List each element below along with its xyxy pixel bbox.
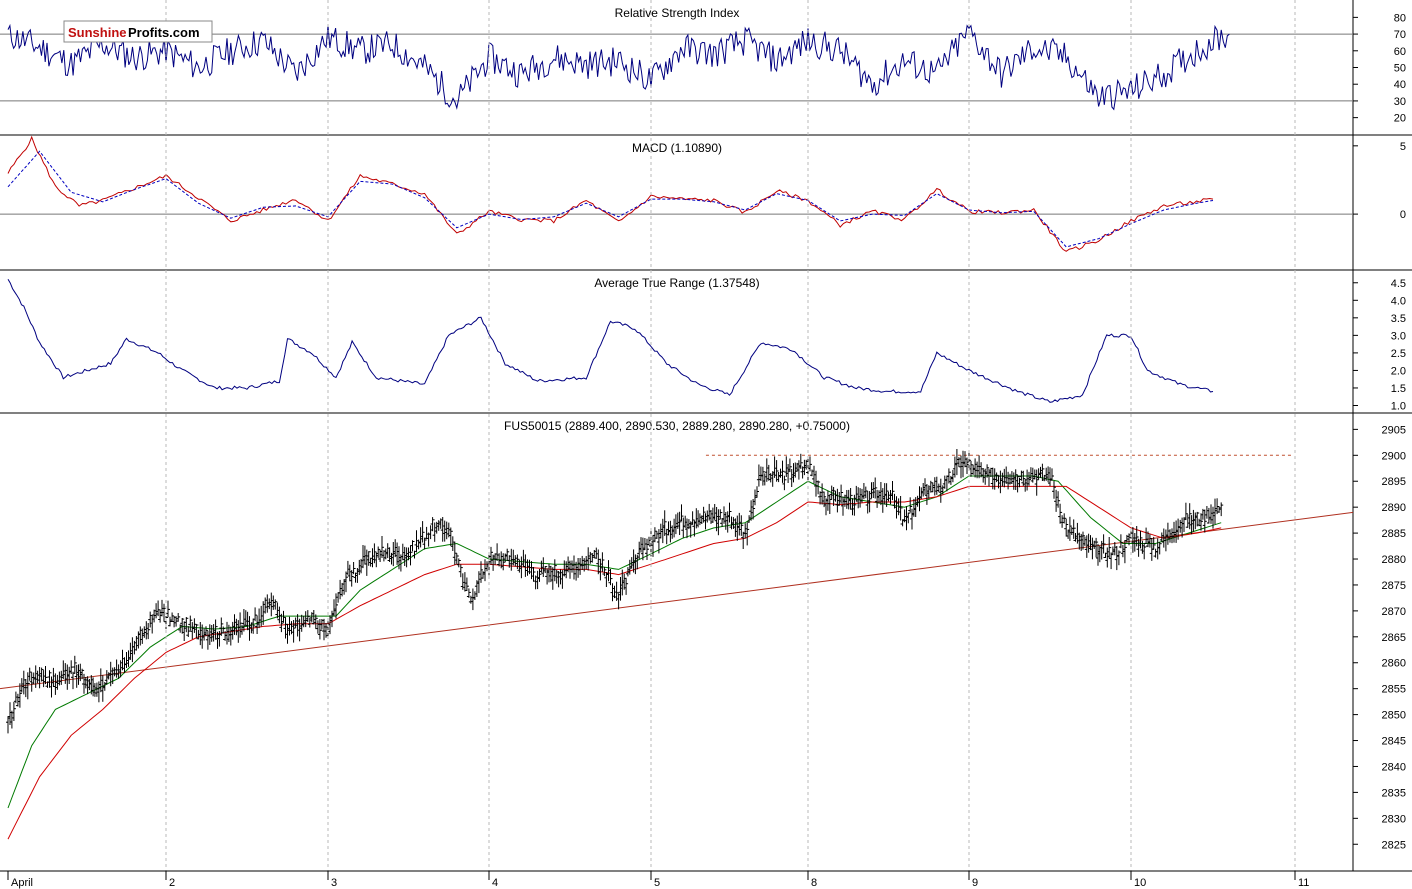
- x-tick-label: April: [11, 877, 33, 889]
- y-tick-label: 0: [1400, 209, 1406, 221]
- y-tick-label: 2885: [1382, 528, 1406, 540]
- y-tick-label: 20: [1394, 113, 1406, 125]
- x-tick-label: 8: [811, 877, 817, 889]
- logo-part-2: Profits.com: [128, 25, 200, 40]
- y-tick-label: 2905: [1382, 424, 1406, 436]
- x-tick-label: 5: [654, 877, 660, 889]
- y-tick-label: 2865: [1382, 632, 1406, 644]
- y-tick-label: 40: [1394, 79, 1406, 91]
- y-tick-label: 1.0: [1391, 400, 1406, 412]
- x-tick-label: 10: [1134, 877, 1146, 889]
- atr-panel: Average True Range (1.37548) 1.0 1.5 2.0 2.5…: [0, 276, 1412, 414]
- y-tick-label: 1.5: [1391, 383, 1406, 395]
- y-tick-label: 2890: [1382, 502, 1406, 514]
- y-tick-label: 2830: [1382, 813, 1406, 825]
- y-tick-label: 2880: [1382, 554, 1406, 566]
- price-title: FUS50015 (2889.400, 2890.530, 2889.280, …: [504, 419, 850, 433]
- x-tick-label: 2: [169, 877, 175, 889]
- rsi-title: Relative Strength Index: [615, 6, 740, 20]
- y-tick-label: 2835: [1382, 787, 1406, 799]
- y-tick-label: 4.0: [1391, 295, 1406, 307]
- x-tick-label: 11: [1298, 877, 1309, 889]
- logo-part-1: Sunshine: [68, 25, 127, 40]
- x-tick-label: 9: [972, 877, 978, 889]
- rsi-line: [7, 23, 1230, 111]
- y-tick-label: 2845: [1382, 736, 1406, 748]
- y-tick-label: 2900: [1382, 450, 1406, 462]
- price-panel: FUS50015 (2889.400, 2890.530, 2889.280, …: [0, 419, 1412, 872]
- x-tick-label: 3: [331, 877, 337, 889]
- atr-title: Average True Range (1.37548): [594, 276, 759, 290]
- x-tick-label: 4: [492, 877, 498, 889]
- y-tick-label: 80: [1394, 12, 1406, 24]
- signal-line: [7, 150, 1214, 248]
- y-tick-label: 50: [1394, 63, 1406, 75]
- y-tick-label: 70: [1394, 29, 1406, 41]
- y-tick-label: 4.5: [1391, 278, 1406, 290]
- y-tick-label: 3.5: [1391, 313, 1406, 325]
- y-tick-label: 2870: [1382, 606, 1406, 618]
- price-bars: [6, 449, 1224, 734]
- y-tick-label: 2.5: [1391, 348, 1406, 360]
- rsi-panel: Relative Strength Index 20 30 40 50 60 70 80: [0, 6, 1412, 136]
- y-tick-label: 2855: [1382, 684, 1406, 696]
- y-tick-label: 3.0: [1391, 330, 1406, 342]
- y-tick-label: 5: [1400, 141, 1406, 153]
- atr-line: [7, 279, 1214, 403]
- sunshine-profits-logo: Sunshine Profits.com: [63, 20, 213, 43]
- y-tick-label: 2840: [1382, 761, 1406, 773]
- y-tick-label: 30: [1394, 96, 1406, 108]
- y-tick-label: 60: [1394, 46, 1406, 58]
- y-tick-label: 2875: [1382, 580, 1406, 592]
- y-tick-label: 2860: [1382, 658, 1406, 670]
- y-tick-label: 2850: [1382, 710, 1406, 722]
- y-tick-label: 2895: [1382, 476, 1406, 488]
- macd-panel: MACD (1.10890) 0 5: [0, 135, 1412, 271]
- y-tick-label: 2.0: [1391, 365, 1406, 377]
- trendline: [0, 511, 1354, 690]
- y-tick-label: 2825: [1382, 839, 1406, 851]
- macd-title: MACD (1.10890): [632, 141, 722, 155]
